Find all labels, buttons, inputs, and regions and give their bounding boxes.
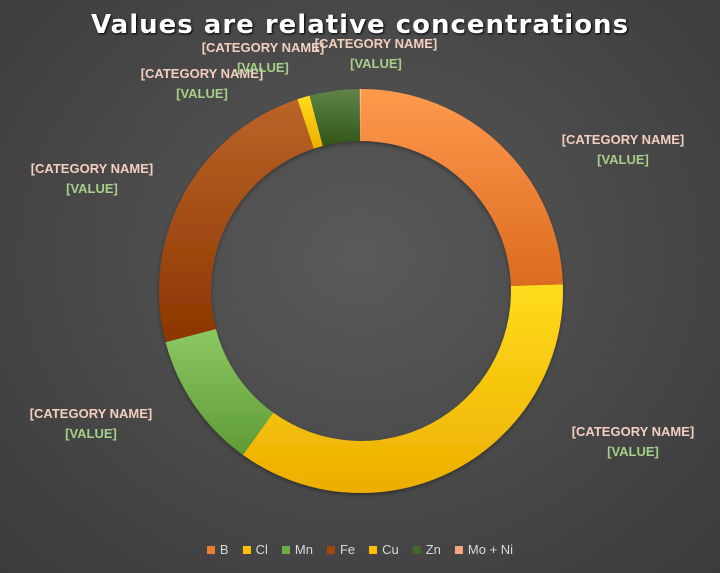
- data-label-fe: [CATEGORY NAME] [VALUE]: [17, 159, 167, 199]
- data-label-value: [VALUE]: [65, 426, 117, 441]
- data-label-value: [VALUE]: [607, 444, 659, 459]
- data-label-cl: [CATEGORY NAME] [VALUE]: [558, 422, 708, 462]
- legend-swatch: [454, 545, 463, 554]
- legend-label: Zn: [425, 542, 441, 557]
- legend-item-cl: Cl: [242, 542, 268, 557]
- data-label-value: [VALUE]: [237, 60, 289, 75]
- data-label-name: [CATEGORY NAME]: [30, 161, 154, 176]
- data-label-name: [CATEGORY NAME]: [561, 132, 685, 147]
- donut-slice-fe: [159, 99, 314, 343]
- donut-slice-mo-ni: [359, 89, 361, 142]
- data-label-value: [VALUE]: [176, 86, 228, 101]
- legend-item-mn: Mn: [281, 542, 313, 557]
- data-label-zn: [CATEGORY NAME] [VALUE]: [188, 38, 338, 78]
- data-label-name: [CATEGORY NAME]: [571, 424, 695, 439]
- data-label-name: [CATEGORY NAME]: [140, 66, 264, 81]
- legend-item-b: B: [206, 542, 229, 557]
- data-label-name: [CATEGORY NAME]: [201, 40, 325, 55]
- data-label-b: [CATEGORY NAME] [VALUE]: [548, 130, 698, 170]
- legend-item-zn: Zn: [412, 542, 441, 557]
- legend-item-fe: Fe: [326, 542, 356, 557]
- data-label-value: [VALUE]: [66, 181, 118, 196]
- legend-label: B: [219, 542, 229, 557]
- legend-swatch: [206, 545, 215, 554]
- donut-slice-b: [361, 89, 563, 287]
- legend-swatch: [369, 545, 378, 554]
- legend-swatch: [242, 545, 251, 554]
- data-label-cu: [CATEGORY NAME] [VALUE]: [127, 64, 277, 104]
- legend-swatch: [412, 545, 421, 554]
- data-label-name: [CATEGORY NAME]: [29, 406, 153, 421]
- legend-swatch: [326, 545, 335, 554]
- data-label-value: [VALUE]: [350, 56, 402, 71]
- legend-label: Cl: [255, 542, 268, 557]
- legend-label: Mo + Ni: [467, 542, 514, 557]
- donut-slice-mn: [165, 328, 274, 455]
- legend-item-cu: Cu: [369, 542, 399, 557]
- legend-label: Cu: [382, 542, 399, 557]
- legend: B Cl Mn Fe Cu Zn Mo + Ni: [0, 542, 720, 557]
- chart-title: Values are relative concentrations: [90, 10, 630, 40]
- data-label-mo-ni: [CATEGORY NAME] [VALUE]: [301, 34, 451, 74]
- donut-slice-cu: [297, 95, 323, 149]
- data-label-name: [CATEGORY NAME]: [314, 36, 438, 51]
- legend-label: Fe: [339, 542, 356, 557]
- donut-slice-cl: [242, 284, 564, 493]
- legend-item-mo-ni: Mo + Ni: [454, 542, 514, 557]
- legend-swatch: [281, 545, 290, 554]
- legend-label: Mn: [294, 542, 313, 557]
- data-label-value: [VALUE]: [597, 152, 649, 167]
- data-label-mn: [CATEGORY NAME] [VALUE]: [16, 404, 166, 444]
- donut-slice-zn: [309, 89, 361, 146]
